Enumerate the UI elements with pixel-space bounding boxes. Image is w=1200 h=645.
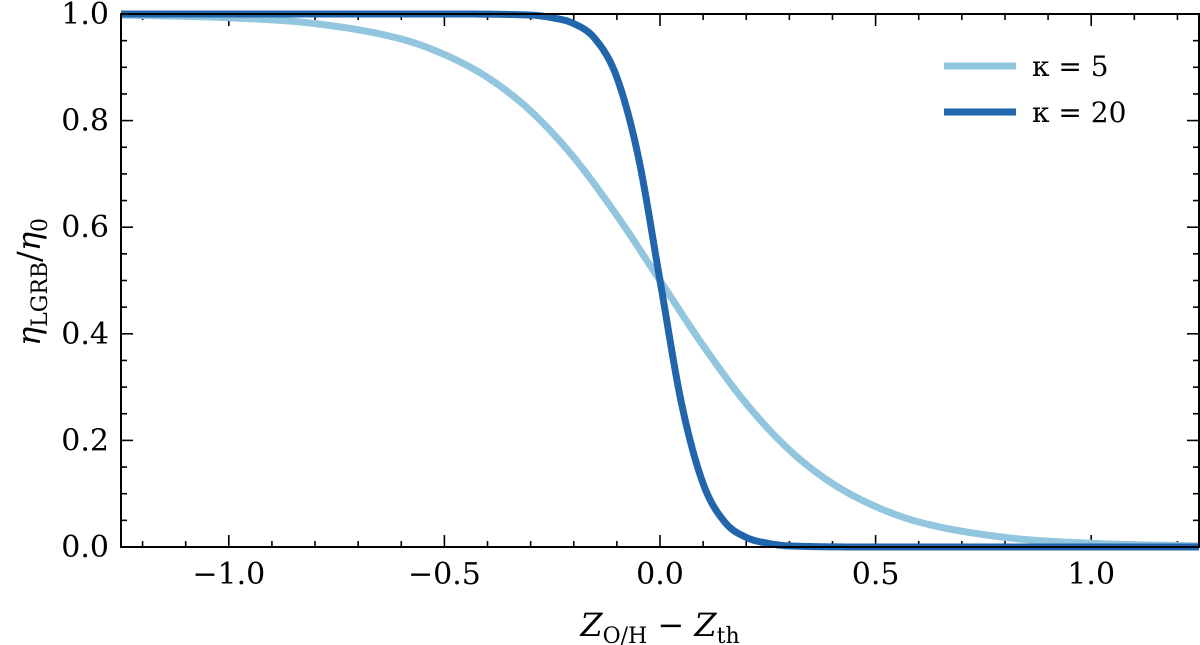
y-tick-label: 0.2 — [61, 423, 109, 458]
x-axis-label: ZO/H − Zth — [579, 606, 739, 645]
y-tick-label: 0.0 — [61, 530, 109, 565]
series-lines — [119, 10, 1200, 551]
x-tick-label: 0.5 — [852, 557, 900, 592]
x-tick-label: 1.0 — [1067, 557, 1115, 592]
y-tick-label: 0.8 — [61, 104, 109, 139]
legend: κ = 5 κ = 20 — [944, 50, 1126, 129]
y-tick-label: 1.0 — [61, 0, 109, 32]
legend-label-kappa-20: κ = 20 — [1032, 96, 1126, 129]
y-tick-label: 0.4 — [61, 317, 109, 352]
y-axis-label: ηLGRB/η0 — [10, 218, 53, 346]
legend-label-kappa-5: κ = 5 — [1032, 50, 1109, 83]
tick-labels: −1.0 −0.5 0.0 0.5 1.0 0.0 0.2 0.4 0.6 0.8 1.0 — [61, 0, 1115, 592]
y-tick-label: 0.6 — [61, 210, 109, 245]
x-tick-label: −1.0 — [192, 557, 265, 592]
x-tick-label: 0.0 — [636, 557, 684, 592]
plot-frame — [120, 13, 1200, 548]
series-line-1 — [119, 10, 1200, 551]
x-tick-label: −0.5 — [408, 557, 481, 592]
